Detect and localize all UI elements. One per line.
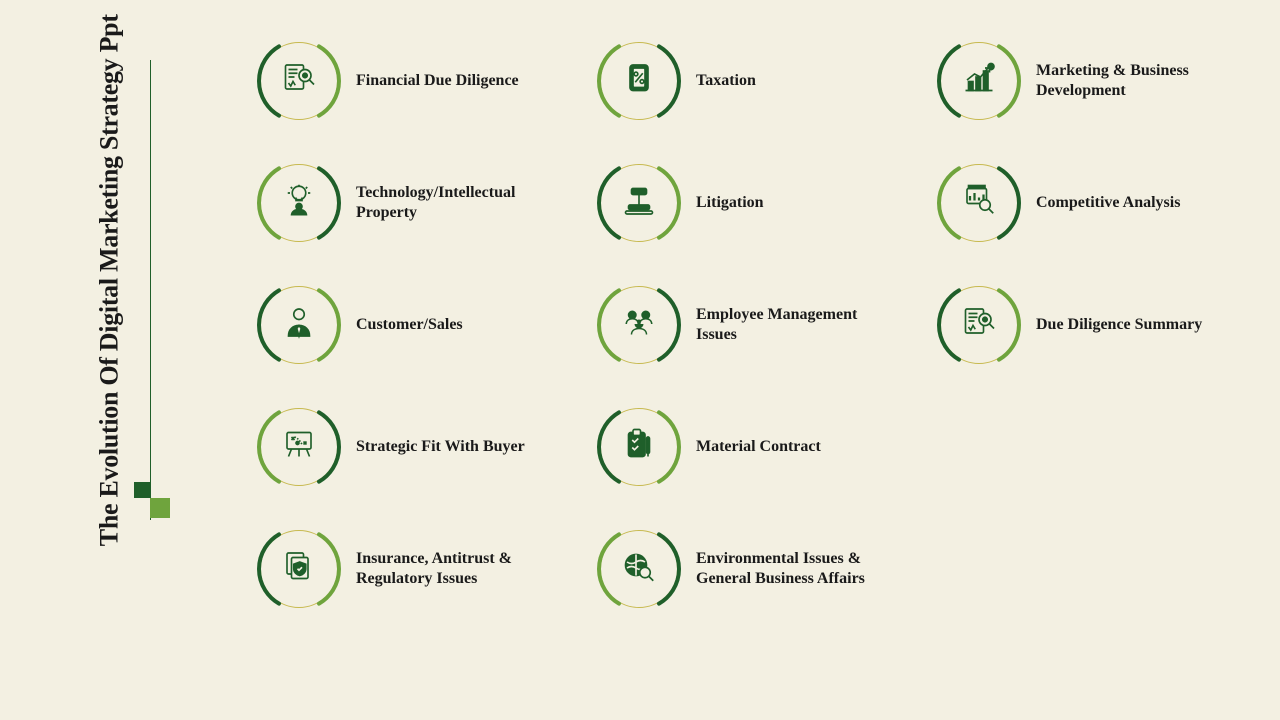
people-group-icon bbox=[621, 305, 657, 346]
document-magnify-icon bbox=[961, 305, 997, 346]
accent-square-dark bbox=[134, 482, 150, 498]
icon-badge bbox=[260, 408, 338, 486]
growth-chart-icon: $ bbox=[961, 61, 997, 102]
list-item: Financial Due Diligence bbox=[260, 42, 560, 120]
list-item: Technology/Intellectual Property bbox=[260, 164, 560, 242]
list-item: Customer/Sales bbox=[260, 286, 560, 364]
item-label: Taxation bbox=[696, 71, 756, 91]
item-label: Financial Due Diligence bbox=[356, 71, 519, 91]
icon-badge bbox=[260, 530, 338, 608]
icon-badge bbox=[600, 42, 678, 120]
column: $ Marketing & Business Development Compet… bbox=[940, 42, 1240, 608]
icon-badge bbox=[260, 164, 338, 242]
item-label: Technology/Intellectual Property bbox=[356, 183, 556, 223]
item-label: Due Diligence Summary bbox=[1036, 315, 1202, 335]
icon-badge bbox=[600, 286, 678, 364]
item-label: Material Contract bbox=[696, 437, 821, 457]
icon-badge bbox=[600, 530, 678, 608]
icon-badge bbox=[940, 286, 1018, 364]
list-item: Competitive Analysis bbox=[940, 164, 1240, 242]
list-item: Insurance, Antitrust & Regulatory Issues bbox=[260, 530, 560, 608]
item-label: Litigation bbox=[696, 193, 764, 213]
icon-badge bbox=[600, 408, 678, 486]
globe-magnify-icon bbox=[621, 549, 657, 590]
item-label: Customer/Sales bbox=[356, 315, 463, 335]
clipboard-check-icon bbox=[621, 427, 657, 468]
list-item: $ Marketing & Business Development bbox=[940, 42, 1240, 120]
document-magnify-icon bbox=[281, 61, 317, 102]
icon-badge bbox=[260, 286, 338, 364]
icon-badge bbox=[260, 42, 338, 120]
list-item: Strategic Fit With Buyer bbox=[260, 408, 560, 486]
item-label: Insurance, Antitrust & Regulatory Issues bbox=[356, 549, 556, 589]
icon-badge: $ bbox=[940, 42, 1018, 120]
items-grid: Financial Due Diligence Technology/Intel… bbox=[260, 42, 1240, 608]
percent-doc-icon bbox=[621, 61, 657, 102]
item-label: Competitive Analysis bbox=[1036, 193, 1180, 213]
strategy-board-icon bbox=[281, 427, 317, 468]
list-item: Litigation bbox=[600, 164, 900, 242]
gavel-icon bbox=[621, 183, 657, 224]
shield-doc-icon bbox=[281, 549, 317, 590]
person-tie-icon bbox=[281, 305, 317, 346]
column: Taxation Litigation Employee Management … bbox=[600, 42, 900, 608]
item-label: Marketing & Business Development bbox=[1036, 61, 1236, 101]
item-label: Employee Management Issues bbox=[696, 305, 896, 345]
list-item: Due Diligence Summary bbox=[940, 286, 1240, 364]
title-sidebar: The Evolution Of Digital Marketing Strat… bbox=[70, 50, 150, 510]
list-item: Material Contract bbox=[600, 408, 900, 486]
list-item: Employee Management Issues bbox=[600, 286, 900, 364]
icon-badge bbox=[600, 164, 678, 242]
list-item: Environmental Issues & General Business … bbox=[600, 530, 900, 608]
accent-square-light bbox=[150, 498, 170, 518]
chart-magnify-icon bbox=[961, 183, 997, 224]
list-item: Taxation bbox=[600, 42, 900, 120]
item-label: Strategic Fit With Buyer bbox=[356, 437, 525, 457]
lightbulb-person-icon bbox=[281, 183, 317, 224]
accent-line bbox=[150, 60, 151, 520]
column: Financial Due Diligence Technology/Intel… bbox=[260, 42, 560, 608]
icon-badge bbox=[940, 164, 1018, 242]
item-label: Environmental Issues & General Business … bbox=[696, 549, 896, 589]
slide-title: The Evolution Of Digital Marketing Strat… bbox=[94, 14, 127, 546]
